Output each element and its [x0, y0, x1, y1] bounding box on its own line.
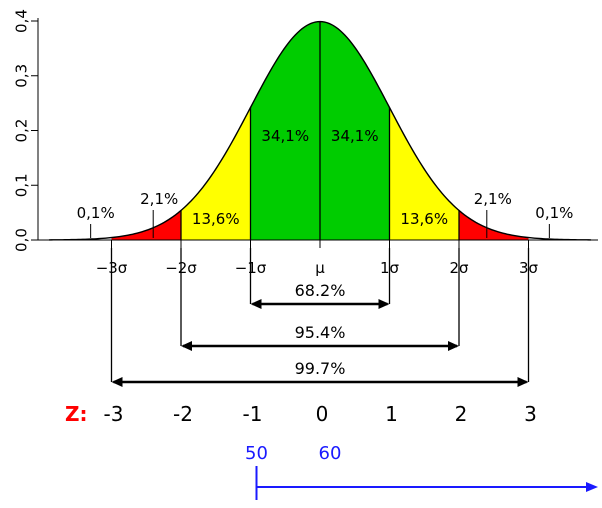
range-arrow-right: [378, 299, 390, 309]
z-value: -1: [243, 402, 263, 426]
z-label: Z:: [65, 402, 88, 426]
region-percent-label: 13,6%: [192, 210, 240, 228]
region-percent-label: 34,1%: [261, 127, 309, 145]
range-brackets: 68.2% 95.4% 99.7%: [110, 248, 530, 387]
region-fill: [111, 210, 181, 240]
callout-label: 0,1%: [535, 204, 573, 222]
annotation-arrowhead: [586, 482, 598, 492]
y-tick-label: 0,3: [13, 64, 31, 88]
range-label: 99.7%: [295, 359, 346, 378]
z-value: 3: [524, 402, 537, 426]
region-labels: 34,1% 34,1% 13,6% 13,6% 2,1% 2,1% 0,1% 0,1%: [77, 127, 573, 238]
region-percent-label: 34,1%: [331, 127, 379, 145]
region-percent-label: 13,6%: [400, 210, 448, 228]
range-arrow-left: [111, 377, 123, 387]
x-tick-label: μ: [315, 259, 325, 277]
z-value: -3: [104, 402, 124, 426]
blue-annotation: 50 60: [245, 443, 598, 500]
range-arrow-left: [250, 299, 262, 309]
range-label: 68.2%: [295, 281, 346, 300]
callout-label: 0,1%: [77, 204, 115, 222]
z-score-row: Z: -3 -2 -1 0 1 2 3: [65, 402, 537, 426]
curve-line: [48, 20, 592, 241]
y-tick-label: 0,4: [13, 9, 31, 33]
y-tick-label: 0,2: [13, 119, 31, 143]
z-value: 1: [385, 402, 398, 426]
y-tick-label: 0,0: [13, 228, 31, 252]
region-fill: [459, 210, 529, 240]
z-value: 2: [455, 402, 468, 426]
z-value: -2: [173, 402, 193, 426]
range-label: 95.4%: [295, 323, 346, 342]
z-value: 0: [316, 402, 329, 426]
annotation-label: 60: [319, 443, 342, 464]
bell-curve: [48, 20, 592, 241]
range-arrow-right: [448, 341, 459, 351]
y-tick-label: 0,1: [13, 173, 31, 197]
annotation-label: 50: [245, 443, 268, 464]
range-arrow-left: [181, 341, 192, 351]
callout-label: 2,1%: [474, 190, 512, 208]
range-arrow-right: [517, 377, 529, 387]
callout-label: 2,1%: [140, 190, 178, 208]
